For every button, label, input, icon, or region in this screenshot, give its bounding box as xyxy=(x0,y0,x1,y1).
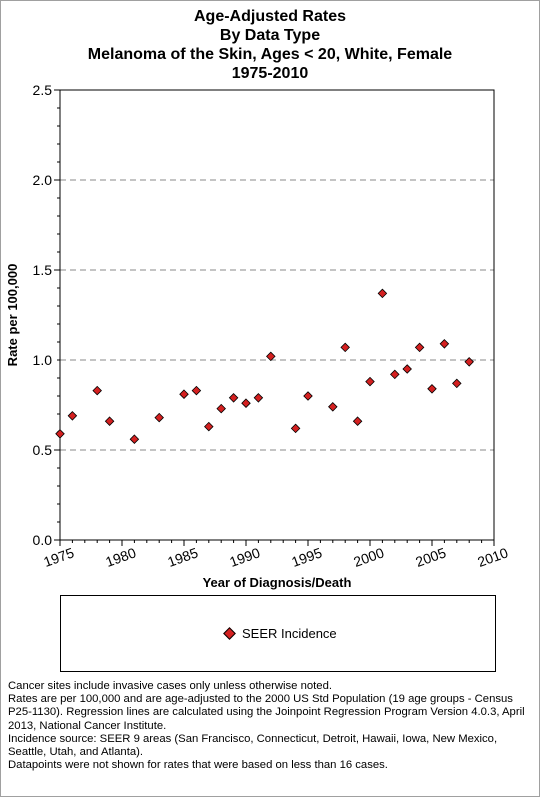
data-point xyxy=(266,351,276,362)
footnotes: Cancer sites include invasive cases only… xyxy=(8,680,532,772)
data-point xyxy=(179,389,189,399)
data-point xyxy=(414,342,425,353)
data-point xyxy=(67,411,78,421)
data-point xyxy=(55,429,65,439)
x-tick-label: 2010 xyxy=(475,544,510,570)
data-point xyxy=(377,288,388,299)
legend-item-seer-incidence: SEER Incidence xyxy=(223,626,337,641)
data-point xyxy=(241,398,251,408)
data-point xyxy=(191,385,202,396)
x-tick-label: 1980 xyxy=(103,544,138,570)
title-line-3: Melanoma of the Skin, Ages < 20, White, … xyxy=(87,46,453,63)
title-line-2: By Data Type xyxy=(219,27,321,44)
x-tick-label: 1985 xyxy=(165,544,200,570)
y-tick-label: 0.5 xyxy=(33,442,53,458)
data-point xyxy=(129,434,140,444)
y-tick-label: 1.5 xyxy=(33,262,53,278)
data-point xyxy=(365,376,375,387)
data-point xyxy=(303,391,313,401)
data-point xyxy=(204,421,214,432)
data-point xyxy=(464,357,474,367)
footnote-4: Datapoints were not shown for rates that… xyxy=(8,759,388,772)
title-line-4: 1975-2010 xyxy=(231,65,309,82)
data-point xyxy=(92,385,102,396)
legend: SEER Incidence xyxy=(60,595,496,672)
data-point xyxy=(439,339,450,349)
x-tick-label: 1995 xyxy=(289,544,324,570)
plot-area xyxy=(59,89,495,541)
chart-title: Age-Adjusted Rates By Data Type Melanoma… xyxy=(0,7,540,83)
diamond-marker-icon xyxy=(223,627,236,640)
data-point xyxy=(352,416,363,426)
footnote-3: Incidence source: SEER 9 areas (San Fran… xyxy=(8,732,498,759)
y-tick-label: 2.0 xyxy=(33,172,53,188)
x-tick-label: 1975 xyxy=(41,544,76,570)
data-point xyxy=(340,342,350,353)
data-point xyxy=(253,393,264,403)
data-point xyxy=(427,384,437,394)
y-tick-label: 2.5 xyxy=(33,82,53,98)
data-point xyxy=(228,393,239,403)
y-axis-label: Rate per 100,000 xyxy=(5,264,20,367)
data-point xyxy=(402,364,412,374)
x-tick-label: 1990 xyxy=(227,544,262,570)
data-point xyxy=(290,423,301,434)
x-tick-label: 2005 xyxy=(413,544,448,570)
legend-label: SEER Incidence xyxy=(242,626,337,641)
x-axis-label: Year of Diagnosis/Death xyxy=(203,575,352,590)
footnote-1: Cancer sites include invasive cases only… xyxy=(8,680,333,692)
data-point xyxy=(390,369,400,380)
data-point xyxy=(452,378,462,389)
footnote-2: Rates are per 100,000 and are age-adjust… xyxy=(8,693,525,732)
y-tick-label: 1.0 xyxy=(33,352,53,368)
y-tick-label: 0.0 xyxy=(33,532,53,548)
data-point xyxy=(216,403,226,414)
x-tick-label: 2000 xyxy=(351,544,386,570)
data-point xyxy=(104,416,115,426)
title-line-1: Age-Adjusted Rates xyxy=(193,8,347,25)
data-point xyxy=(328,402,338,412)
data-point xyxy=(154,412,164,423)
